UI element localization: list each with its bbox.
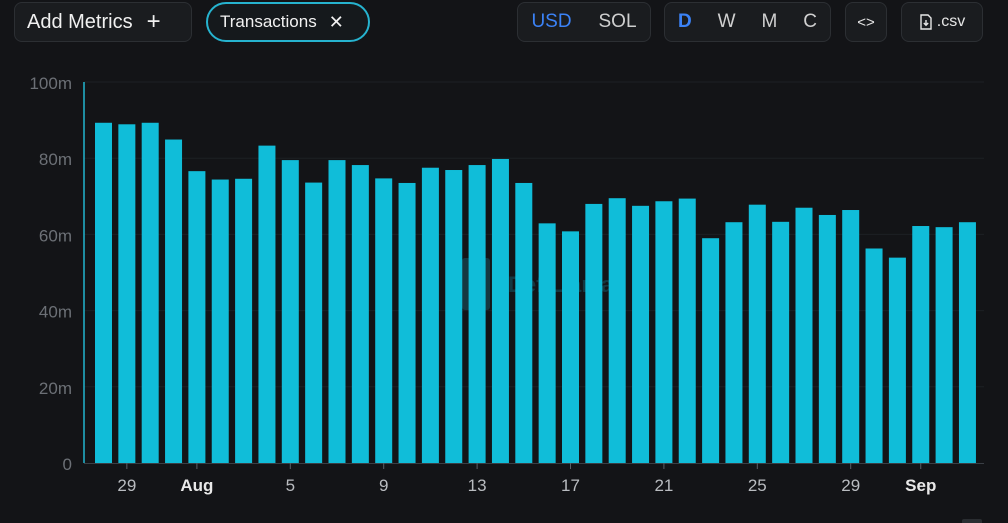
x-tick-label: 25 <box>748 476 767 495</box>
x-tick-label: 17 <box>561 476 580 495</box>
bar[interactable] <box>538 223 556 463</box>
bar[interactable] <box>912 226 930 463</box>
bar[interactable] <box>562 231 579 463</box>
currency-toggle: USD SOL <box>517 2 651 42</box>
interval-option-weekly[interactable]: W <box>717 11 736 32</box>
bar[interactable] <box>211 179 229 463</box>
y-tick-label: 80m <box>39 150 72 169</box>
bar[interactable] <box>188 171 206 464</box>
bar[interactable] <box>795 207 813 463</box>
y-tick-label: 20m <box>39 379 72 398</box>
plus-icon: + <box>146 8 161 35</box>
bar[interactable] <box>398 182 416 463</box>
bar[interactable] <box>608 198 626 463</box>
y-tick-label: 0 <box>63 455 72 474</box>
interval-option-monthly[interactable]: M <box>761 11 778 32</box>
bar[interactable] <box>328 160 346 464</box>
y-axis-ticks: 0 20m 40m 60m 80m 100m <box>29 74 72 474</box>
close-icon[interactable]: ✕ <box>328 11 344 32</box>
bar[interactable] <box>772 221 790 463</box>
csv-label: .csv <box>936 13 966 30</box>
bar[interactable] <box>935 227 953 463</box>
bar[interactable] <box>165 139 183 463</box>
bar[interactable] <box>842 210 860 463</box>
add-metrics-button[interactable]: Add Metrics + <box>14 2 192 42</box>
bar[interactable] <box>515 182 533 463</box>
bar[interactable] <box>95 122 112 463</box>
file-download-icon <box>920 14 932 30</box>
x-tick-label: 21 <box>654 476 673 495</box>
transactions-chip[interactable]: Transactions ✕ <box>206 2 370 42</box>
bar[interactable] <box>702 238 720 463</box>
embed-code-button[interactable]: <> <box>845 2 887 42</box>
x-axis-ticks: 29 Aug 5 9 13 17 21 25 29 Sep <box>117 463 936 495</box>
axes <box>83 82 984 464</box>
x-tick-label: Aug <box>180 476 213 495</box>
scroll-handle <box>962 519 982 523</box>
interval-toggle: D W M C <box>664 2 831 42</box>
bar[interactable] <box>258 145 276 463</box>
y-tick-label: 40m <box>39 303 72 322</box>
y-tick-label: 100m <box>29 74 72 93</box>
bar[interactable] <box>865 248 883 463</box>
bar[interactable] <box>421 167 439 463</box>
bar[interactable] <box>818 214 836 463</box>
bar[interactable] <box>305 182 323 464</box>
bar[interactable] <box>375 178 393 463</box>
bar[interactable] <box>678 198 696 463</box>
bar[interactable] <box>888 257 906 463</box>
bar[interactable] <box>748 204 766 463</box>
bar[interactable] <box>281 160 299 464</box>
transactions-chip-label: Transactions <box>220 12 317 31</box>
bar[interactable] <box>141 122 159 463</box>
interval-option-cumulative[interactable]: C <box>803 11 818 32</box>
interval-option-daily[interactable]: D <box>677 11 692 32</box>
currency-option-usd[interactable]: USD <box>531 11 572 32</box>
bar[interactable] <box>235 178 253 464</box>
currency-option-sol[interactable]: SOL <box>598 11 637 32</box>
bar[interactable] <box>725 222 743 463</box>
code-icon: <> <box>857 13 875 31</box>
x-tick-label: 13 <box>468 476 487 495</box>
x-tick-label: Sep <box>905 476 936 495</box>
bar[interactable] <box>655 201 673 464</box>
bar[interactable] <box>351 165 369 464</box>
x-tick-label: 29 <box>841 476 860 495</box>
download-csv-button[interactable]: .csv <box>901 2 983 42</box>
x-tick-label: 5 <box>286 476 295 495</box>
bars <box>95 122 976 464</box>
y-tick-label: 60m <box>39 226 72 245</box>
bar[interactable] <box>632 205 650 463</box>
bar[interactable] <box>445 170 463 464</box>
bar[interactable] <box>118 124 136 463</box>
x-tick-label: 29 <box>117 476 136 495</box>
add-metrics-label: Add Metrics <box>27 10 133 33</box>
bar[interactable] <box>958 222 976 463</box>
bar[interactable] <box>491 158 509 463</box>
bar[interactable] <box>585 203 603 464</box>
bar[interactable] <box>468 165 486 464</box>
x-tick-label: 9 <box>379 476 388 495</box>
